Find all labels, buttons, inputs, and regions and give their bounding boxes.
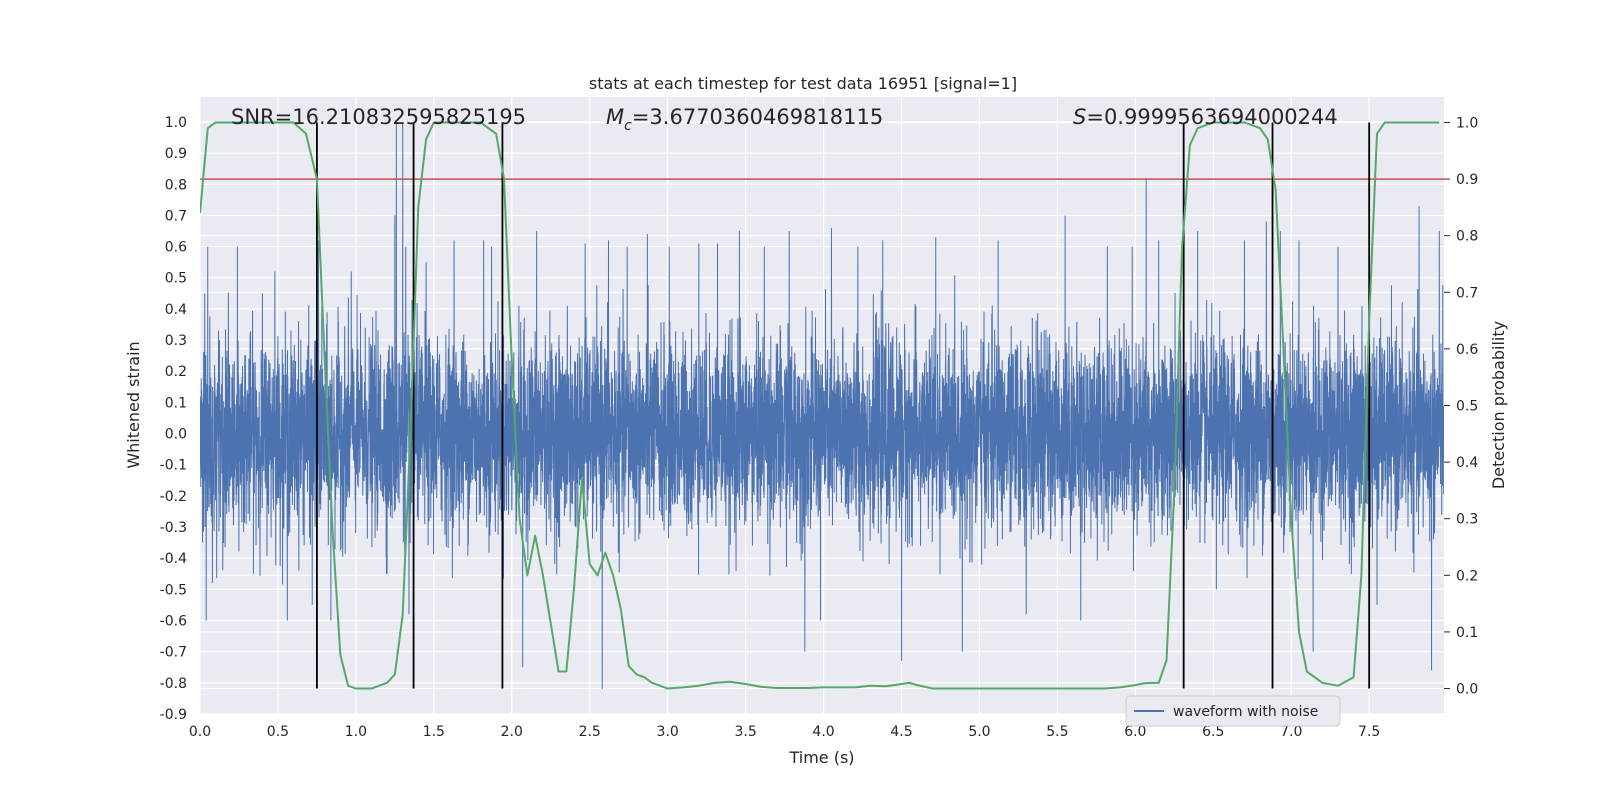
y-tick-label: 0.1 [165, 395, 187, 411]
y-tick-label: 0.7 [165, 208, 187, 224]
y2-tick-label: 0.7 [1456, 285, 1478, 301]
y2-tick-label: 0.8 [1456, 229, 1478, 245]
legend: waveform with noise [1125, 695, 1341, 727]
waveform-series [200, 121, 1444, 690]
chart-title: stats at each timestep for test data 169… [589, 74, 1017, 93]
chirp-mass-value: =3.6770360469818115 [632, 105, 883, 129]
y2-tick-label: 0.5 [1456, 399, 1478, 415]
y2-tick-label: 0.9 [1456, 172, 1478, 188]
y-tick-label: 0.4 [165, 302, 187, 318]
detection-probability-series [200, 121, 1440, 690]
y-tick-label: -0.7 [160, 645, 187, 661]
chirp-mass-symbol: M [606, 105, 624, 129]
legend-label: waveform with noise [1173, 704, 1318, 720]
x-tick-label: 5.0 [968, 724, 990, 740]
y-tick-label: 0.3 [165, 333, 187, 349]
y2-tick-label: 0.6 [1456, 342, 1478, 358]
y-tick-label: 0.0 [165, 427, 187, 443]
y-tick-label: -0.6 [160, 614, 187, 630]
score-value: =0.9999563694000244 [1086, 105, 1337, 129]
y2-axis-label: Detection probability [1489, 321, 1508, 489]
y-tick-label: -0.2 [160, 489, 187, 505]
y-tick-label: -0.9 [160, 707, 187, 723]
y-tick-label: 0.6 [165, 240, 187, 256]
x-tick-label: 1.0 [345, 724, 367, 740]
y-tick-label: 0.8 [165, 177, 187, 193]
x-tick-label: 3.5 [734, 724, 756, 740]
x-tick-label: 4.0 [812, 724, 834, 740]
x-tick-label: 7.5 [1358, 724, 1380, 740]
chirp-mass-annotation: Mc=3.6770360469818115 [606, 105, 883, 134]
y-tick-label: -0.8 [160, 676, 187, 692]
y-tick-label: -0.5 [160, 582, 187, 598]
legend-box [1125, 695, 1341, 727]
y2-tick-label: 1.0 [1456, 115, 1478, 131]
score-symbol: S [1073, 105, 1086, 129]
y2-tick-label: 0.0 [1456, 682, 1478, 698]
y2-tick-label: 0.3 [1456, 512, 1478, 528]
y-tick-label: 0.2 [165, 364, 187, 380]
x-tick-label: 6.0 [1124, 724, 1146, 740]
x-tick-label: 4.5 [890, 724, 912, 740]
y-tick-label: 0.9 [165, 146, 187, 162]
x-axis-label: Time (s) [788, 748, 854, 767]
x-tick-label: 1.5 [423, 724, 445, 740]
snr-annotation: SNR=16.210832595825195 [231, 105, 526, 129]
y2-tick-label: 0.2 [1456, 568, 1478, 584]
x-tick-label: 6.5 [1202, 724, 1224, 740]
probability-line [200, 121, 1440, 690]
y-tick-label: 0.5 [165, 271, 187, 287]
y2-tick-label: 0.1 [1456, 625, 1478, 641]
overlay-lines [200, 122, 1444, 689]
x-axis: 0.0 0.5 1.0 1.5 2.0 2.5 3.0 3.5 4.0 4.5 5.0 5.5 6.0 6… [189, 724, 1380, 740]
x-tick-label: 5.5 [1046, 724, 1068, 740]
waveform-line [200, 121, 1444, 690]
y2-tick-label: 0.4 [1456, 455, 1478, 471]
chirp-mass-subscript: c [624, 118, 632, 134]
x-tick-label: 0.5 [267, 724, 289, 740]
y-tick-label: -0.3 [160, 520, 187, 536]
y-axis-label: Whitened strain [124, 341, 143, 468]
y-axis-left: -0.9 -0.8 -0.7 -0.6 -0.5 -0.4 -0.3 -0.2 -0.1 0.0 0… [160, 115, 187, 723]
x-tick-label: 2.0 [501, 724, 523, 740]
y-axis-right: 0.0 0.1 0.2 0.3 0.4 0.5 0.6 0.7 0.8 0.9 1.0 [1444, 115, 1478, 698]
x-tick-label: 7.0 [1280, 724, 1302, 740]
y-tick-label: -0.1 [160, 458, 187, 474]
x-tick-label: 0.0 [189, 724, 211, 740]
score-annotation: S=0.9999563694000244 [1073, 105, 1338, 129]
x-tick-label: 3.0 [657, 724, 679, 740]
y-tick-label: -0.4 [160, 551, 187, 567]
x-tick-label: 2.5 [579, 724, 601, 740]
y-tick-label: 1.0 [165, 115, 187, 131]
